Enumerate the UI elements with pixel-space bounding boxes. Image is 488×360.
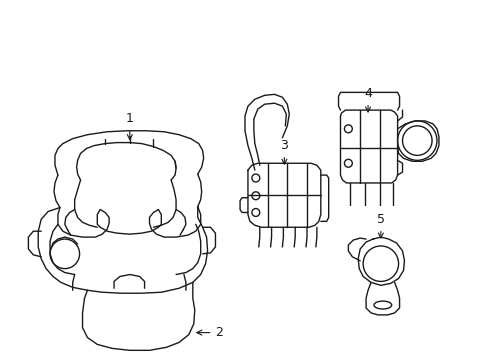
Text: 1: 1 [125,112,133,140]
Text: 3: 3 [280,139,288,164]
Text: 5: 5 [376,213,384,238]
Text: 2: 2 [197,326,223,339]
Text: 4: 4 [364,87,371,112]
